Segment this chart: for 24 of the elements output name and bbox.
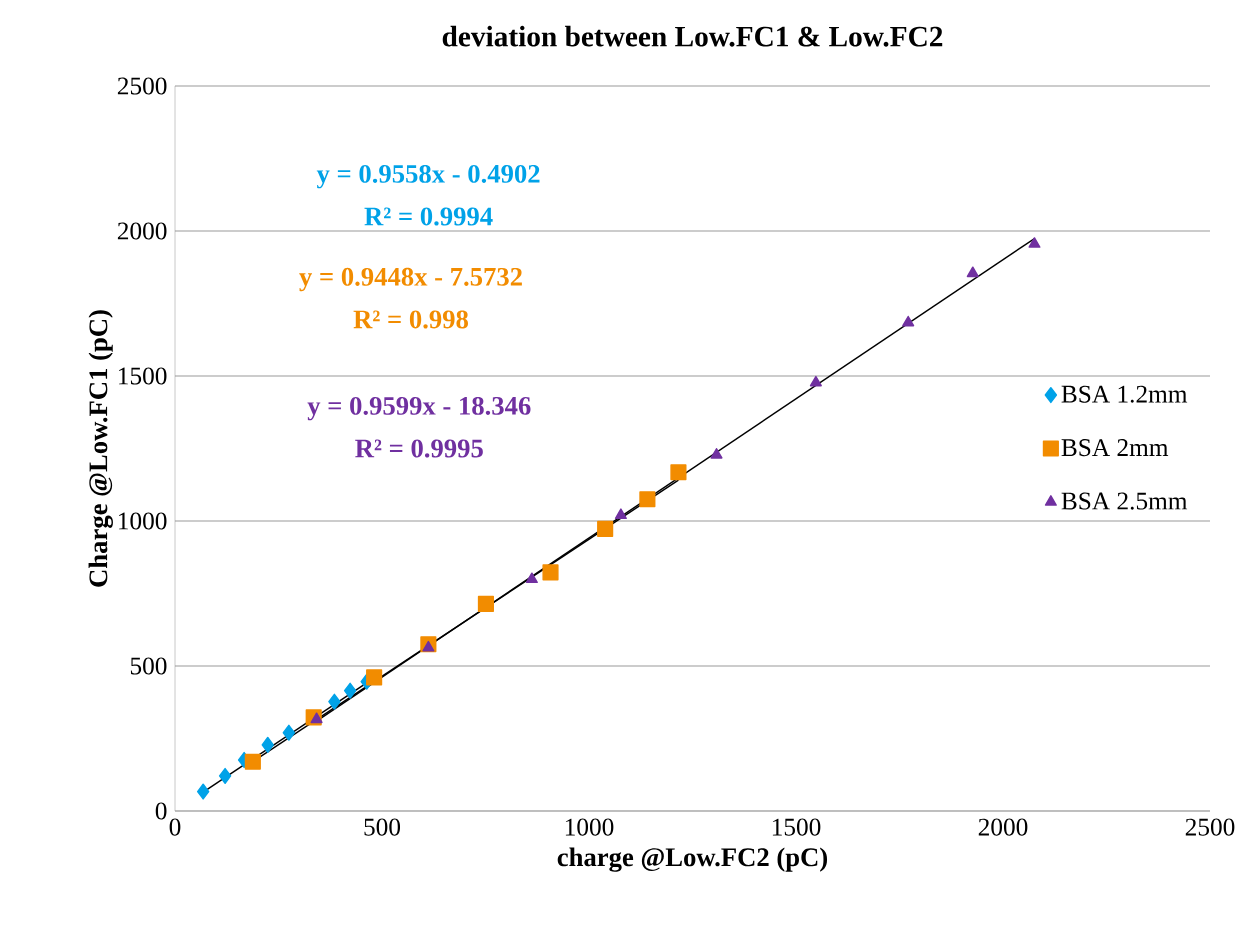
- y-tick-label: 0: [155, 802, 167, 820]
- y-tick-label: 500: [130, 657, 167, 675]
- y-tick-label: 2000: [117, 222, 167, 240]
- annotation: R² = 0.998: [353, 310, 468, 329]
- y-tick-label: 1500: [119, 367, 167, 385]
- y-tick-label: 1000: [119, 512, 167, 530]
- x-tick-label: 0: [169, 818, 181, 836]
- x-axis-title: charge @Low.FC2 (pC): [557, 847, 828, 872]
- legend-label: BSA 2mm: [1061, 439, 1169, 457]
- legend-label: BSA 1.2mm: [1061, 385, 1188, 403]
- legend-label: BSA 2.5mm: [1061, 492, 1188, 510]
- annotation: R² = 0.9995: [355, 439, 483, 458]
- y-axis-title: Charge @Low.FC1 (pC): [88, 310, 113, 587]
- annotation: y = 0.9448x - 7.5732: [299, 267, 522, 292]
- annotation: R² = 0.9994: [364, 207, 493, 226]
- x-tick-label: 1000: [565, 818, 614, 836]
- x-tick-label: 1500: [772, 818, 821, 836]
- y-tick-label: 2500: [117, 77, 167, 95]
- x-tick-label: 2500: [1185, 818, 1235, 836]
- annotation: y = 0.9599x - 18.346: [307, 396, 531, 421]
- x-tick-label: 500: [364, 818, 401, 836]
- annotation: y = 0.9558x - 0.4902: [316, 164, 540, 189]
- x-tick-label: 2000: [978, 818, 1028, 836]
- chart-title: deviation between Low.FC1 & Low.FC2: [442, 25, 943, 47]
